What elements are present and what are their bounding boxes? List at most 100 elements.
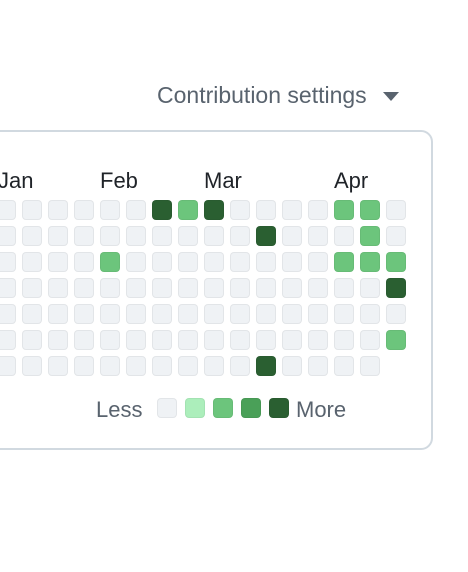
contribution-cell[interactable] <box>100 252 120 272</box>
contribution-cell[interactable] <box>22 200 42 220</box>
contribution-cell[interactable] <box>334 252 354 272</box>
contribution-cell[interactable] <box>282 278 302 298</box>
contribution-cell[interactable] <box>178 356 198 376</box>
contribution-cell[interactable] <box>386 304 406 324</box>
contribution-cell[interactable] <box>22 252 42 272</box>
contribution-cell[interactable] <box>152 278 172 298</box>
contribution-cell[interactable] <box>308 200 328 220</box>
contribution-cell[interactable] <box>282 356 302 376</box>
contribution-cell[interactable] <box>204 252 224 272</box>
contribution-cell[interactable] <box>152 226 172 246</box>
contribution-cell[interactable] <box>48 226 68 246</box>
contribution-cell[interactable] <box>230 252 250 272</box>
contribution-cell[interactable] <box>308 252 328 272</box>
contribution-cell[interactable] <box>126 278 146 298</box>
contribution-cell[interactable] <box>334 356 354 376</box>
contribution-cell[interactable] <box>152 356 172 376</box>
contribution-cell[interactable] <box>126 252 146 272</box>
contribution-cell[interactable] <box>334 226 354 246</box>
contribution-cell[interactable] <box>386 252 406 272</box>
contribution-cell[interactable] <box>334 278 354 298</box>
contribution-cell[interactable] <box>282 304 302 324</box>
contribution-cell[interactable] <box>308 304 328 324</box>
contribution-cell[interactable] <box>230 200 250 220</box>
contribution-cell[interactable] <box>204 330 224 350</box>
contribution-cell[interactable] <box>334 200 354 220</box>
contribution-cell[interactable] <box>308 226 328 246</box>
contribution-cell[interactable] <box>360 252 380 272</box>
contribution-cell[interactable] <box>230 330 250 350</box>
contribution-cell[interactable] <box>0 278 16 298</box>
contribution-cell[interactable] <box>74 252 94 272</box>
contribution-cell[interactable] <box>360 200 380 220</box>
contribution-cell[interactable] <box>0 304 16 324</box>
contribution-cell[interactable] <box>230 356 250 376</box>
contribution-cell[interactable] <box>22 278 42 298</box>
contribution-cell[interactable] <box>152 252 172 272</box>
contribution-cell[interactable] <box>152 304 172 324</box>
contribution-cell[interactable] <box>360 356 380 376</box>
contribution-cell[interactable] <box>308 356 328 376</box>
contribution-cell[interactable] <box>256 304 276 324</box>
contribution-cell[interactable] <box>334 330 354 350</box>
contribution-cell[interactable] <box>126 330 146 350</box>
contribution-cell[interactable] <box>386 226 406 246</box>
contribution-cell[interactable] <box>282 200 302 220</box>
contribution-cell[interactable] <box>48 330 68 350</box>
contribution-cell[interactable] <box>74 200 94 220</box>
contribution-cell[interactable] <box>386 200 406 220</box>
contribution-cell[interactable] <box>100 200 120 220</box>
contribution-cell[interactable] <box>100 226 120 246</box>
contribution-cell[interactable] <box>204 356 224 376</box>
contribution-cell[interactable] <box>204 226 224 246</box>
contribution-cell[interactable] <box>48 278 68 298</box>
contribution-cell[interactable] <box>256 356 276 376</box>
contribution-cell[interactable] <box>282 226 302 246</box>
contribution-cell[interactable] <box>126 200 146 220</box>
contribution-cell[interactable] <box>0 356 16 376</box>
contribution-cell[interactable] <box>22 356 42 376</box>
contribution-cell[interactable] <box>334 304 354 324</box>
contribution-cell[interactable] <box>74 356 94 376</box>
contribution-cell[interactable] <box>126 226 146 246</box>
contribution-cell[interactable] <box>74 278 94 298</box>
contribution-cell[interactable] <box>256 252 276 272</box>
contribution-cell[interactable] <box>100 356 120 376</box>
contribution-cell[interactable] <box>48 252 68 272</box>
contribution-cell[interactable] <box>152 330 172 350</box>
contribution-cell[interactable] <box>126 356 146 376</box>
contribution-cell[interactable] <box>178 252 198 272</box>
contribution-cell[interactable] <box>0 200 16 220</box>
contribution-settings-button[interactable]: Contribution settings <box>157 82 399 109</box>
contribution-cell[interactable] <box>0 330 16 350</box>
contribution-cell[interactable] <box>386 278 406 298</box>
contribution-cell[interactable] <box>360 330 380 350</box>
contribution-cell[interactable] <box>282 252 302 272</box>
contribution-cell[interactable] <box>256 200 276 220</box>
contribution-cell[interactable] <box>204 304 224 324</box>
contribution-cell[interactable] <box>360 278 380 298</box>
contribution-cell[interactable] <box>230 278 250 298</box>
contribution-cell[interactable] <box>178 200 198 220</box>
contribution-cell[interactable] <box>308 278 328 298</box>
contribution-cell[interactable] <box>152 200 172 220</box>
contribution-cell[interactable] <box>22 226 42 246</box>
contribution-cell[interactable] <box>256 278 276 298</box>
contribution-cell[interactable] <box>0 252 16 272</box>
contribution-cell[interactable] <box>22 330 42 350</box>
contribution-cell[interactable] <box>178 330 198 350</box>
contribution-cell[interactable] <box>282 330 302 350</box>
contribution-cell[interactable] <box>126 304 146 324</box>
contribution-cell[interactable] <box>386 330 406 350</box>
contribution-cell[interactable] <box>178 304 198 324</box>
contribution-cell[interactable] <box>308 330 328 350</box>
contribution-cell[interactable] <box>48 356 68 376</box>
contribution-cell[interactable] <box>0 226 16 246</box>
contribution-cell[interactable] <box>360 226 380 246</box>
contribution-cell[interactable] <box>48 304 68 324</box>
contribution-cell[interactable] <box>204 278 224 298</box>
contribution-cell[interactable] <box>230 304 250 324</box>
contribution-cell[interactable] <box>74 330 94 350</box>
contribution-cell[interactable] <box>100 304 120 324</box>
contribution-cell[interactable] <box>204 200 224 220</box>
